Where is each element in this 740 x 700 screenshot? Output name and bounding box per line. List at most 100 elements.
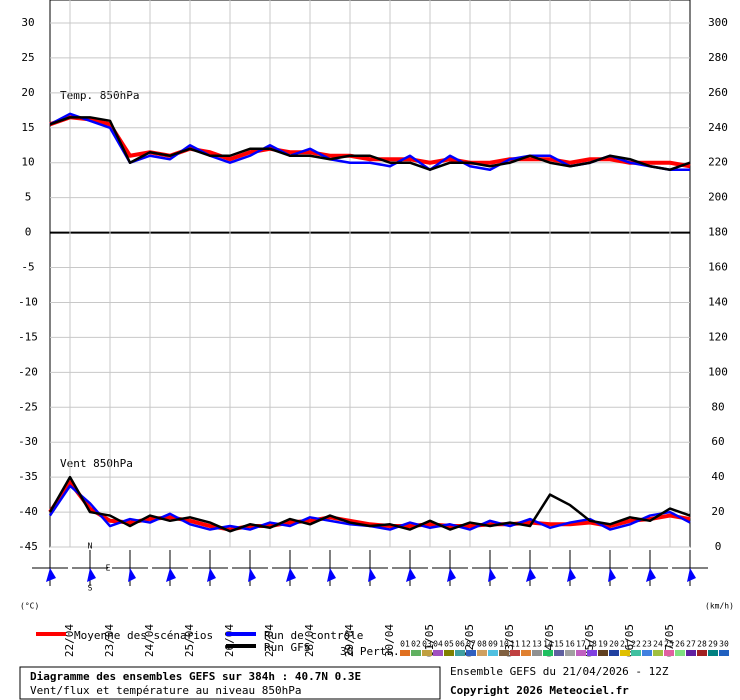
perturbation-label: 27 (686, 640, 696, 649)
perturbation-label: 04 (433, 640, 443, 649)
perturbation-title: 30 Perts. (340, 645, 400, 658)
perturbation-label: 13 (532, 640, 542, 649)
y2-tick-label: 100 (708, 365, 728, 378)
perturbation-swatch (708, 650, 718, 656)
rose-petal (608, 568, 616, 582)
perturbation-label: 20 (609, 640, 619, 649)
perturbation-swatch (466, 650, 476, 656)
perturbation-swatch (686, 650, 696, 656)
x-tick-label: 29/04 (343, 624, 356, 657)
y2-tick-label: 0 (715, 540, 722, 553)
legend-label: Run GFS (264, 641, 310, 654)
perturbation-label: 23 (642, 640, 652, 649)
rose-petal (646, 568, 656, 582)
y2-tick-label: 200 (708, 191, 728, 204)
series-line (49, 116, 691, 171)
perturbation-swatch (598, 650, 608, 656)
y2-tick-label: 20 (711, 505, 724, 518)
perturbation-swatch (510, 650, 520, 656)
perturbation-swatch (488, 650, 498, 656)
x-tick-label: 28/04 (303, 624, 316, 657)
y-tick-label: 15 (21, 121, 34, 134)
y2-axis-label: (km/h) (705, 602, 734, 611)
rose-petal (526, 568, 536, 582)
perturbation-label: 11 (510, 640, 520, 649)
y-tick-label: -30 (18, 435, 38, 448)
x-tick-label: 27/04 (263, 624, 276, 657)
rose-petal (286, 568, 296, 582)
y-tick-label: 25 (21, 51, 34, 64)
perturbation-swatch (554, 650, 564, 656)
legend-label: Moyenne des scénarios (74, 629, 213, 642)
perturbation-label: 15 (554, 640, 564, 649)
y2-tick-label: 260 (708, 86, 728, 99)
perturbation-label: 03 (422, 640, 432, 649)
annotation: Vent 850hPa (60, 457, 133, 470)
perturbation-label: 28 (697, 640, 707, 649)
rose-petal (207, 568, 216, 582)
perturbation-swatch (664, 650, 674, 656)
y-tick-label: -40 (18, 505, 38, 518)
x-tick-label: 03/05 (503, 624, 516, 657)
perturbation-label: 16 (565, 640, 575, 649)
x-tick-label: 26/04 (223, 624, 236, 657)
annotation: Temp. 850hPa (60, 89, 139, 102)
x-tick-label: 30/04 (383, 624, 396, 657)
y2-tick-label: 60 (711, 435, 724, 448)
rose-petal (447, 568, 456, 582)
perturbation-label: 30 (719, 640, 729, 649)
perturbation-label: 01 (400, 640, 410, 649)
perturbation-label: 19 (598, 640, 608, 649)
y-tick-label: -45 (18, 540, 38, 553)
rose-label: N (88, 542, 93, 551)
rose-label: S (88, 584, 93, 593)
perturbation-label: 12 (521, 640, 531, 649)
perturbation-label: 29 (708, 640, 718, 649)
perturbation-swatch (411, 650, 421, 656)
perturbation-label: 21 (620, 640, 630, 649)
perturbation-label: 14 (543, 640, 553, 649)
y2-tick-label: 160 (708, 261, 728, 274)
y-axis-label: (°C) (20, 602, 39, 611)
y-tick-label: 0 (25, 226, 32, 239)
perturbation-swatch (499, 650, 509, 656)
rose-petal (46, 568, 56, 582)
y2-tick-label: 300 (708, 16, 728, 29)
x-tick-label: 25/04 (183, 624, 196, 657)
perturbation-swatch (642, 650, 652, 656)
plot-frame (49, 0, 691, 548)
x-tick-label: 07/05 (663, 624, 676, 657)
y2-tick-label: 40 (711, 470, 724, 483)
y-tick-label: -5 (21, 261, 34, 274)
perturbation-swatch (653, 650, 663, 656)
perturbation-swatch (719, 650, 729, 656)
y-tick-label: -10 (18, 295, 38, 308)
footer-subtitle: Vent/flux et température au niveau 850hP… (30, 684, 302, 697)
run-info: Ensemble GEFS du 21/04/2026 - 12Z (450, 665, 669, 678)
copyright: Copyright 2026 Meteociel.fr (450, 684, 629, 697)
y2-tick-label: 80 (711, 400, 724, 413)
y-tick-label: -15 (18, 330, 38, 343)
perturbation-swatch (433, 650, 443, 656)
perturbation-swatch (455, 650, 465, 656)
y2-tick-label: 180 (708, 226, 728, 239)
y2-tick-label: 120 (708, 330, 728, 343)
perturbation-swatch (587, 650, 597, 656)
y2-tick-label: 140 (708, 295, 728, 308)
rose-petal (87, 568, 96, 582)
x-tick-label: 23/04 (103, 624, 116, 657)
y-tick-label: -25 (18, 400, 38, 413)
x-tick-label: 06/05 (623, 624, 636, 657)
perturbation-label: 02 (411, 640, 421, 649)
perturbation-label: 09 (488, 640, 498, 649)
perturbation-swatch (565, 650, 575, 656)
rose-label: E (106, 564, 111, 573)
rose-petal (166, 568, 176, 582)
footer-box (19, 666, 441, 700)
legend-label: Run de contrôle (264, 629, 363, 642)
perturbation-label: 18 (587, 640, 597, 649)
perturbation-label: 07 (466, 640, 476, 649)
footer-title: Diagramme des ensembles GEFS sur 384h : … (30, 670, 361, 683)
perturbation-label: 22 (631, 640, 641, 649)
